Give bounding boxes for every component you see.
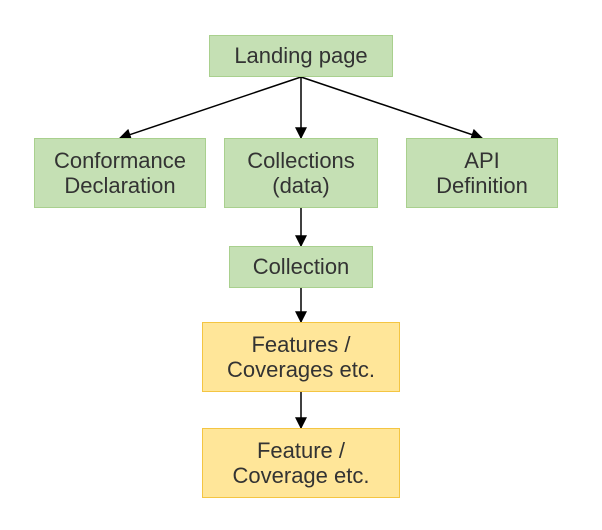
node-apidef-label: API Definition — [436, 148, 528, 199]
node-conformance: Conformance Declaration — [34, 138, 206, 208]
node-features-label: Features / Coverages etc. — [227, 332, 375, 383]
node-collection: Collection — [229, 246, 373, 288]
node-landing: Landing page — [209, 35, 393, 77]
edge-landing-conformance — [120, 77, 301, 138]
node-feature: Feature / Coverage etc. — [202, 428, 400, 498]
diagram-stage: Landing page Conformance Declaration Colle… — [0, 0, 602, 530]
node-feature-label: Feature / Coverage etc. — [233, 438, 370, 489]
node-collections-label: Collections (data) — [247, 148, 355, 199]
node-features: Features / Coverages etc. — [202, 322, 400, 392]
node-apidef: API Definition — [406, 138, 558, 208]
edge-landing-apidef — [301, 77, 482, 138]
node-conformance-label: Conformance Declaration — [54, 148, 186, 199]
node-collection-label: Collection — [253, 254, 350, 279]
node-landing-label: Landing page — [234, 43, 367, 68]
node-collections: Collections (data) — [224, 138, 378, 208]
